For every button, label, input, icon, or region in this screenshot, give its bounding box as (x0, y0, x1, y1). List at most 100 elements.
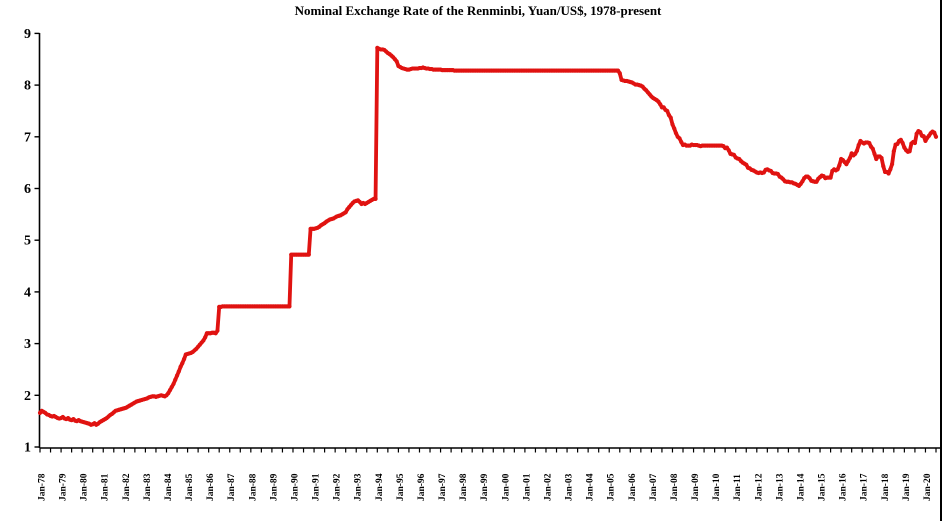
data-point-marker (847, 155, 853, 161)
x-tick-label: Jan-04 (586, 473, 596, 501)
x-tick-label: Jan-83 (143, 473, 153, 501)
data-point-marker (679, 139, 684, 145)
x-tick-label: Jan-06 (628, 473, 638, 501)
data-point-marker (677, 136, 682, 141)
x-tick-label: Jan-08 (670, 473, 680, 501)
data-point-marker (856, 142, 861, 148)
data-point-marker (665, 108, 670, 114)
data-point-marker (166, 391, 171, 396)
data-point-marker (167, 388, 173, 393)
data-point-marker (343, 210, 348, 215)
data-point-marker (918, 130, 923, 135)
y-tick-label: 5 (24, 234, 31, 249)
data-point-marker (287, 304, 292, 309)
data-point-marker (178, 364, 183, 369)
data-point-marker (907, 149, 912, 154)
data-point-marker (846, 159, 851, 164)
data-point-marker (891, 149, 896, 154)
x-tick-label: Jan-00 (501, 473, 511, 501)
y-tick-label: 3 (24, 337, 31, 352)
data-point-marker (886, 171, 891, 176)
x-tick-label: Jan-94 (375, 473, 385, 501)
x-tick-label: Jan-19 (902, 473, 912, 501)
data-point-marker (173, 377, 178, 382)
x-tick-label: Jan-14 (796, 473, 806, 501)
data-point-marker (673, 131, 679, 136)
x-tick-label: Jan-85 (185, 473, 195, 501)
y-tick-label: 8 (24, 79, 31, 94)
x-tick-label: Jan-90 (290, 473, 300, 501)
x-tick-label: Jan-05 (607, 473, 617, 501)
data-point-marker (835, 167, 840, 172)
x-tick-label: Jan-95 (396, 473, 406, 501)
x-tick-label: Jan-18 (881, 473, 891, 501)
data-point-marker (668, 115, 673, 120)
x-tick-label: Jan-79 (59, 473, 69, 501)
x-tick-label: Jan-88 (248, 473, 258, 501)
y-tick-label: 2 (24, 389, 31, 404)
exchange-rate-line (38, 45, 938, 427)
data-point-marker (744, 162, 749, 167)
y-tick-label: 4 (24, 285, 31, 300)
data-point-marker (617, 71, 622, 76)
x-tick-label: Jan-97 (438, 473, 448, 501)
x-tick-label: Jan-89 (269, 473, 279, 501)
x-tick-label: Jan-91 (312, 473, 322, 501)
data-point-marker (169, 384, 174, 390)
x-tick-label: Jan-11 (733, 474, 743, 501)
x-tick-label: Jan-20 (923, 473, 933, 501)
x-tick-label: Jan-98 (459, 473, 469, 501)
data-point-marker (921, 134, 926, 139)
data-point-markers (37, 45, 939, 427)
x-tick-label: Jan-78 (38, 473, 48, 501)
data-point-marker (900, 140, 905, 146)
x-tick-label: Jan-07 (649, 473, 659, 501)
data-point-marker (923, 138, 928, 144)
x-tick-label: Jan-10 (712, 473, 722, 501)
data-point-marker (889, 162, 895, 167)
data-point-marker (394, 59, 399, 64)
data-point-marker (171, 381, 176, 387)
x-tick-label: Jan-12 (754, 473, 764, 501)
data-point-marker (837, 163, 842, 168)
data-point-marker (844, 162, 849, 167)
data-point-marker (670, 122, 675, 127)
data-point-marker (201, 338, 206, 343)
data-point-marker (888, 167, 893, 172)
x-tick-label: Jan-81 (101, 473, 111, 501)
x-tick-label: Jan-80 (80, 473, 90, 501)
data-point-marker (879, 155, 884, 161)
x-tick-label: Jan-09 (691, 473, 701, 501)
data-point-marker (898, 137, 903, 142)
x-tick-label: Jan-93 (354, 473, 364, 501)
data-point-marker (933, 134, 939, 139)
data-point-marker (853, 151, 858, 156)
data-point-marker (881, 164, 886, 169)
data-point-marker (373, 196, 378, 201)
series-renminbi-line (37, 45, 939, 427)
y-tick-label: 1 (24, 441, 31, 456)
y-tick-label: 7 (24, 130, 31, 145)
x-tick-label: Jan-02 (543, 473, 553, 501)
y-tick-label: 9 (24, 27, 31, 42)
x-tick-label: Jan-16 (839, 473, 849, 501)
data-point-marker (800, 179, 805, 184)
x-tick-label: Jan-15 (818, 473, 828, 501)
data-point-marker (932, 130, 937, 135)
data-point-marker (203, 335, 208, 340)
x-axis-labels: Jan-78 Jan-79 Jan-80 Jan-81 Jan-82 Jan-83 Jan-… (38, 473, 933, 501)
data-point-marker (726, 148, 731, 153)
data-point-marker (854, 148, 860, 153)
x-tick-label: Jan-01 (522, 473, 532, 501)
x-tick-label: Jan-87 (227, 473, 237, 501)
y-axis-labels: 1 2 3 4 5 6 7 8 9 (24, 27, 31, 456)
x-tick-label: Jan-17 (860, 473, 870, 501)
chart-title: Nominal Exchange Rate of the Renminbi, Y… (295, 3, 662, 18)
x-tick-label: Jan-92 (333, 473, 343, 501)
x-tick-label: Jan-96 (417, 473, 427, 501)
x-tick-label: Jan-03 (565, 473, 575, 501)
x-tick-label: Jan-13 (775, 473, 785, 501)
x-tick-label: Jan-99 (480, 473, 490, 501)
